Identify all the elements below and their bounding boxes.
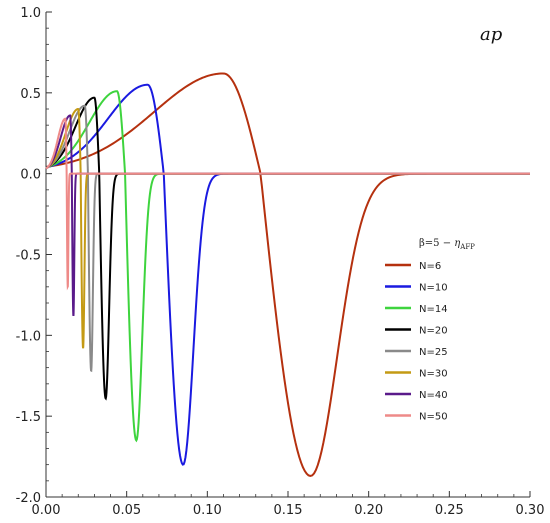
series-line-n-14 [45,90,530,443]
y-tick-label: 1.0 [20,6,41,21]
legend-label: N=30 [419,369,448,380]
x-tick-label: 0.25 [435,503,464,518]
series-line-n-50 [45,117,530,291]
y-tick-label: -0.5 [16,249,41,264]
legend-label: N=20 [419,326,448,337]
legend-label: N=50 [419,412,448,423]
series-line-n-6 [45,72,530,478]
series-line-n-30 [45,107,530,349]
legend-label: N=40 [419,390,448,401]
x-tick-label: 0.30 [516,503,545,518]
legend-label: N=6 [419,261,441,272]
y-tick-label: -1.5 [16,410,41,425]
x-tick-label: 0.20 [354,503,383,518]
y-tick-label: -2.0 [16,491,41,506]
legend-title: β=5 − ηAFP [419,238,475,251]
y-tick-label: -1.0 [16,329,41,344]
curves [45,72,530,478]
legend-label: N=14 [419,304,448,315]
x-tick-label: 0.00 [32,503,61,518]
legend-label: N=10 [419,283,448,294]
legend: β=5 − ηAFP N=6 N=10 N=14 N=20 N=25 N=30 N=40 N=5… [385,238,475,423]
legend-label: N=25 [419,347,448,358]
x-tick-label: 0.10 [193,503,222,518]
annotation-label: ap [480,24,503,45]
x-tick-label: 0.05 [112,503,141,518]
y-tick-label: 0.0 [20,168,41,183]
x-tick-label: 0.15 [274,503,303,518]
series-line-n-40 [45,114,530,317]
axes: 0.00 0.05 0.10 0.15 0.20 0.25 0.30 1.0 0.5 0.0 -0.… [16,6,545,518]
y-tick-label: 0.5 [20,87,41,102]
